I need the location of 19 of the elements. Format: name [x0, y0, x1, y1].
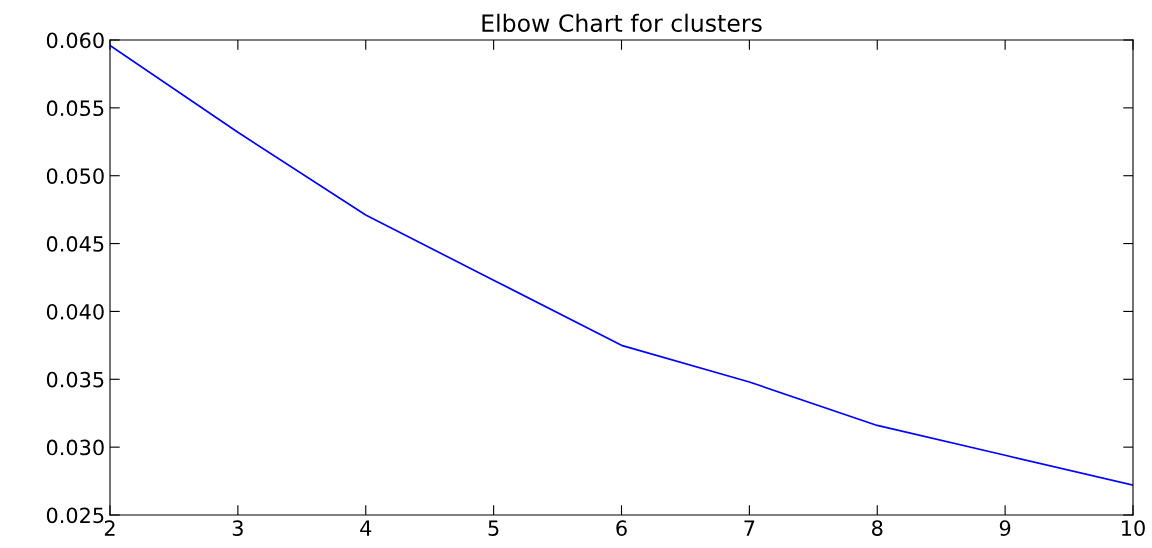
x-tick-label: 9 [999, 520, 1011, 536]
x-tick-label: 2 [104, 520, 115, 536]
y-tick-label: 0.055 [46, 100, 104, 117]
y-tick-label: 0.030 [46, 439, 104, 456]
y-tick-label: 0.060 [46, 32, 104, 49]
x-tick-label: 6 [616, 520, 627, 536]
x-tick-label: 7 [744, 520, 755, 536]
x-tick-label: 3 [232, 520, 243, 536]
y-tick-label: 0.035 [46, 371, 104, 388]
y-tick-label: 0.040 [46, 303, 104, 320]
x-tick-label: 10 [1122, 520, 1145, 536]
y-tick-label: 0.050 [46, 168, 104, 184]
line-series [110, 44, 1133, 486]
x-tick-label: 8 [872, 520, 883, 536]
x-tick-label: 5 [488, 520, 499, 536]
y-tick-label: 0.025 [46, 507, 104, 524]
chart-title: Elbow Chart for clusters [482, 13, 762, 32]
y-tick-label: 0.045 [46, 236, 104, 252]
x-tick-label: 4 [360, 520, 372, 536]
